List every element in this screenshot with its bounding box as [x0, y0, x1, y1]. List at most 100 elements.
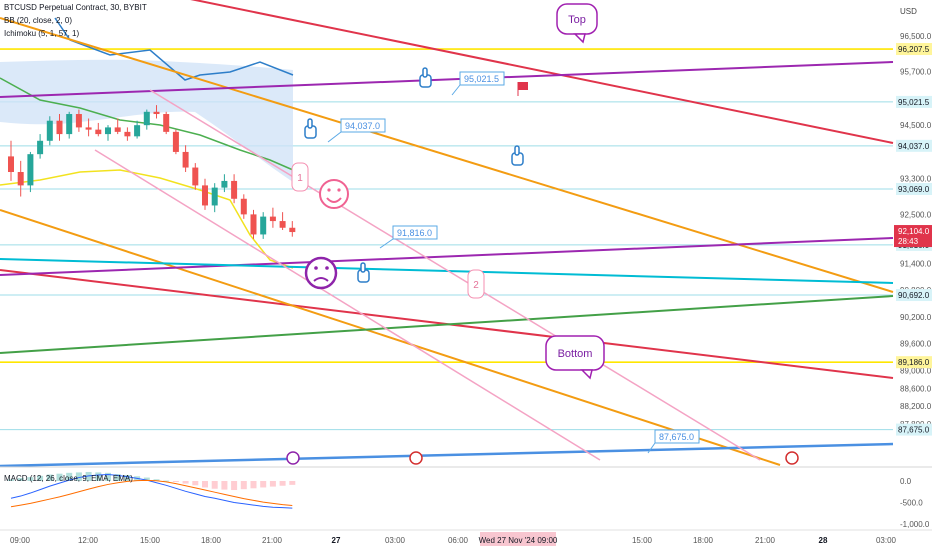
macd-histogram-bar — [75, 472, 82, 481]
ichimoku-cloud — [0, 59, 293, 182]
macd-histogram-bar — [27, 477, 34, 481]
event-marker-icon — [286, 451, 300, 465]
level-price-badge — [896, 43, 932, 56]
happy-face-icon — [319, 179, 349, 209]
time-highlight-badge — [480, 532, 556, 546]
callout-95021-text: 95,021.5 — [464, 74, 499, 84]
level-price-label: 96,207.5 — [898, 45, 930, 54]
time-axis-label: 18:00 — [693, 536, 714, 545]
price-tick-label: 91,400.0 — [900, 259, 932, 268]
orange-lower-line — [0, 209, 781, 466]
time-axis-label: 03:00 — [385, 536, 406, 545]
ichimoku-legend[interactable]: Ichimoku (5, 1, 57, 1) — [4, 29, 80, 38]
candle-body — [124, 131, 131, 137]
macd-histogram-bar — [250, 481, 257, 489]
hand-pointer-icon — [511, 145, 524, 166]
callout-94037-pointer — [327, 131, 342, 143]
macd-legend[interactable]: MACD (12, 26, close, 9, EMA, EMA) — [4, 474, 133, 483]
macd-histogram-bar — [163, 480, 170, 482]
time-axis-label: 27 — [332, 536, 341, 545]
macd-histogram-bar — [124, 474, 131, 481]
price-tick-label: 89,600.0 — [900, 340, 932, 349]
ichimoku-base-line — [54, 17, 294, 81]
wave-2-box — [467, 269, 485, 299]
current-price-label: 92,104.0 — [898, 227, 930, 236]
price-tick-label: 96,500.0 — [900, 32, 932, 41]
macd-histogram-bar — [202, 481, 208, 488]
happy-face-eye — [327, 188, 331, 192]
macd-histogram-bar — [66, 472, 73, 481]
candle-body — [17, 172, 24, 186]
macd-histogram-bar — [172, 481, 179, 482]
candle-body — [8, 156, 14, 173]
level-price-label: 93,069.0 — [898, 185, 930, 194]
macd-histogram-bar — [192, 481, 199, 486]
price-tick-label: 88,600.0 — [900, 384, 932, 393]
candle-body — [163, 114, 170, 132]
callout-87675-box — [654, 429, 700, 444]
time-axis-label: Wed 27 Nov '24 09:00 — [479, 536, 558, 545]
candle-body — [143, 111, 150, 126]
level-price-badge — [896, 423, 932, 436]
macd-histogram-bar — [182, 481, 189, 484]
candle-body — [75, 114, 82, 128]
wave-1-box — [291, 162, 309, 192]
current-price-countdown: 28:43 — [898, 237, 919, 246]
wave-1-label: 1 — [297, 173, 303, 184]
happy-face-eye — [337, 188, 341, 192]
callout-87675-text: 87,675.0 — [659, 432, 694, 442]
macd-tick-label: 0.0 — [900, 477, 912, 486]
sad-face-mouth — [313, 277, 329, 282]
wave-2-label: 2 — [473, 280, 479, 291]
candle-body — [95, 129, 102, 135]
symbol-legend[interactable]: BTCUSD Perpetual Contract, 30, BYBIT — [4, 3, 147, 12]
time-axis-label: 09:00 — [10, 536, 31, 545]
level-price-label: 87,675.0 — [898, 426, 930, 435]
level-price-badge — [896, 356, 932, 369]
callout-91816-box — [392, 225, 438, 240]
time-axis-label: 21:00 — [262, 536, 283, 545]
green-line — [0, 295, 894, 354]
red-resistance-line — [190, 0, 894, 144]
orange-upper-line — [0, 17, 894, 293]
candle-body — [153, 111, 160, 115]
time-axis-label: 15:00 — [140, 536, 161, 545]
candle-body — [221, 180, 228, 188]
level-price-badge — [896, 289, 932, 302]
red-flag-icon — [518, 82, 528, 90]
level-price-badge — [896, 183, 932, 195]
bottom-bubble-text: Bottom — [558, 348, 593, 360]
blue-line — [0, 442, 894, 468]
time-axis-label: 18:00 — [201, 536, 222, 545]
macd-histogram-bar — [46, 474, 53, 481]
macd-histogram-bar — [114, 474, 121, 481]
bb-legend[interactable]: BB (20, close, 2, 0) — [4, 16, 73, 25]
macd-histogram-bar — [56, 473, 63, 481]
bottom-bubble-tail — [580, 369, 593, 380]
time-axis-label: 06:00 — [448, 536, 469, 545]
candle-body — [279, 221, 286, 228]
teal-line — [0, 258, 894, 284]
macd-line — [10, 474, 293, 509]
macd-histogram-bar — [231, 481, 238, 491]
candle-body — [56, 120, 63, 135]
candle-body — [114, 127, 121, 132]
candle-body — [240, 198, 247, 215]
callout-94037-text: 94,037.0 — [345, 121, 380, 131]
purple-lower-line — [0, 237, 894, 276]
candle-body — [289, 227, 296, 233]
purple-upper-line — [0, 61, 894, 98]
currency-label: USD — [900, 7, 917, 16]
pink-channel-upper — [149, 89, 761, 461]
price-tick-label: 90,200.0 — [900, 313, 932, 322]
macd-tick-label: -1,000.0 — [900, 520, 930, 529]
callout-95021-pointer — [451, 84, 461, 96]
macd-histogram-bar — [17, 477, 24, 481]
macd-histogram-bar — [279, 481, 286, 486]
candle-body — [260, 216, 267, 235]
level-price-badge — [896, 95, 932, 108]
candle-body — [172, 131, 179, 152]
macd-histogram-bar — [289, 481, 296, 485]
candle-body — [66, 114, 73, 135]
